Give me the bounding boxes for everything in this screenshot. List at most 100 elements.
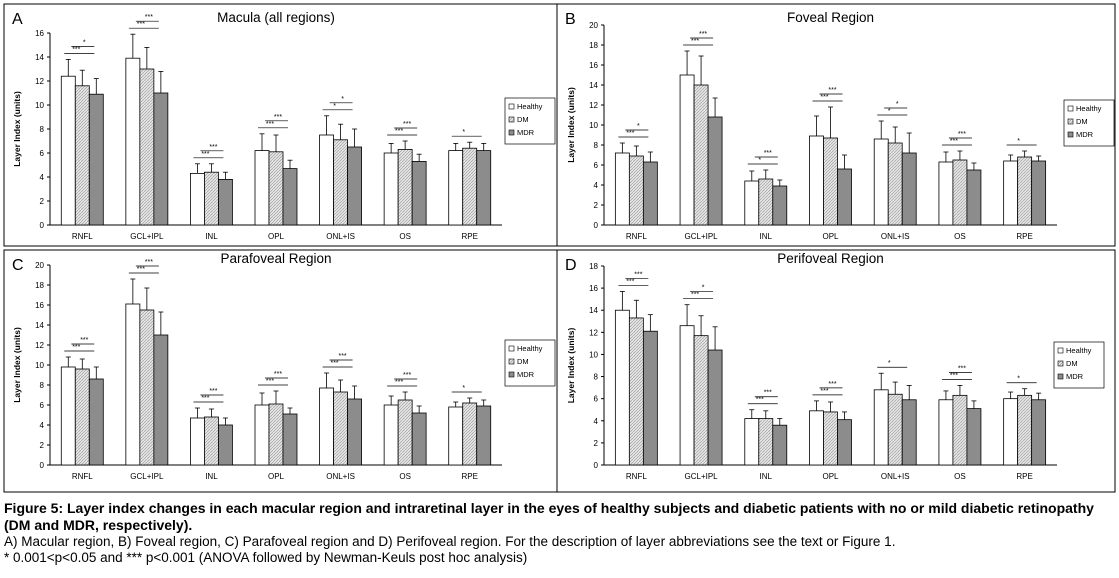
bar-healthy	[809, 135, 824, 226]
bar-mdr	[901, 152, 917, 226]
bar-mdr	[476, 405, 492, 466]
bar-dm	[139, 68, 155, 226]
bar-mdr	[88, 378, 104, 466]
x-tick-label: ONL+IS	[881, 472, 910, 481]
legend-label-dm: DM	[1066, 359, 1078, 368]
bar-healthy	[679, 325, 695, 466]
significance-label: ***	[145, 259, 153, 266]
y-tick-label: 4	[40, 421, 45, 430]
y-tick-label: 12	[589, 328, 598, 337]
bar-healthy	[744, 180, 760, 226]
significance-label: ***	[950, 372, 958, 379]
x-tick-label: ONL+IS	[326, 472, 355, 481]
bar-healthy	[383, 404, 399, 466]
x-tick-label: INL	[760, 472, 773, 481]
y-tick-label: 6	[40, 401, 45, 410]
bar-mdr	[707, 116, 723, 226]
panel-label: D	[565, 257, 577, 274]
significance-label: ***	[72, 46, 80, 53]
significance-label: *	[758, 157, 761, 164]
bar-dm	[887, 142, 903, 226]
x-tick-label: RNFL	[72, 472, 93, 481]
bar-healthy	[254, 150, 270, 226]
y-tick-label: 14	[35, 321, 44, 330]
bar-mdr	[1031, 399, 1047, 466]
bar-healthy	[190, 172, 205, 226]
bar-dm	[462, 147, 478, 226]
x-tick-label: ONL+IS	[326, 232, 355, 241]
bar-mdr	[476, 150, 492, 226]
significance-label: ***	[634, 271, 642, 278]
y-axis-label: Layer Index (units)	[12, 91, 22, 167]
bar-dm	[74, 85, 90, 226]
y-tick-label: 6	[594, 161, 599, 170]
bar-dm	[268, 151, 284, 226]
y-tick-label: 16	[589, 61, 598, 70]
legend-label-healthy: Healthy	[517, 102, 543, 111]
y-tick-label: 12	[35, 341, 44, 350]
legend-label-mdr: MDR	[1076, 130, 1094, 139]
significance-label: *	[888, 360, 891, 367]
panel-frame	[556, 3, 1116, 247]
bar-mdr	[218, 178, 233, 226]
legend-swatch-mdr	[508, 371, 515, 378]
y-tick-label: 18	[589, 41, 598, 50]
bar-dm	[397, 399, 413, 466]
significance-label: ***	[764, 150, 772, 157]
bar-healthy	[254, 404, 270, 466]
significance-label: *	[1017, 138, 1020, 145]
significance-label: ***	[274, 114, 282, 121]
bar-healthy	[448, 406, 464, 466]
y-tick-label: 12	[35, 77, 44, 86]
x-tick-label: RNFL	[626, 232, 647, 241]
significance-label: ***	[266, 121, 274, 128]
bar-healthy	[614, 152, 630, 226]
x-tick-label: OS	[954, 472, 966, 481]
bar-mdr	[966, 408, 982, 466]
bar-healthy	[1003, 160, 1019, 226]
y-tick-label: 2	[40, 441, 45, 450]
bar-dm	[1017, 156, 1033, 226]
x-tick-label: OS	[399, 472, 411, 481]
y-tick-label: 20	[35, 261, 44, 270]
legend-swatch-dm	[1057, 360, 1064, 367]
bar-mdr	[347, 398, 362, 466]
significance-label: ***	[820, 388, 828, 395]
bar-dm	[758, 178, 774, 226]
bar-healthy	[319, 134, 334, 226]
significance-label: ***	[691, 38, 699, 45]
significance-label: ***	[950, 138, 958, 145]
x-tick-label: ONL+IS	[881, 232, 910, 241]
legend-swatch-mdr	[508, 129, 515, 136]
bar-dm	[333, 139, 348, 226]
bar-healthy	[60, 366, 76, 466]
bar-mdr	[837, 168, 852, 226]
bar-mdr	[772, 424, 788, 466]
bar-mdr	[282, 168, 298, 226]
significance-label: ***	[209, 388, 217, 395]
bar-dm	[333, 391, 348, 466]
x-tick-label: GCL+IPL	[130, 232, 164, 241]
significance-label: ***	[756, 397, 764, 404]
significance-label: ***	[626, 130, 634, 137]
bar-healthy	[190, 417, 205, 466]
bar-mdr	[411, 412, 427, 466]
x-tick-label: GCL+IPL	[685, 472, 719, 481]
chart-title: Macula (all regions)	[217, 10, 335, 25]
bar-mdr	[642, 161, 658, 226]
y-axis-label: Layer Index (units)	[12, 327, 22, 403]
significance-label: ***	[395, 379, 403, 386]
significance-label: *	[1017, 376, 1020, 383]
bar-dm	[693, 335, 709, 466]
bar-mdr	[282, 413, 298, 466]
y-tick-label: 4	[594, 181, 599, 190]
bar-healthy	[873, 389, 889, 466]
y-tick-label: 0	[40, 461, 45, 470]
legend-swatch-dm	[508, 116, 515, 123]
significance-label: ***	[266, 378, 274, 385]
y-tick-label: 4	[594, 417, 599, 426]
significance-label: ***	[828, 381, 836, 388]
bar-mdr	[772, 185, 788, 226]
y-tick-label: 16	[35, 29, 44, 38]
x-tick-label: RPE	[461, 472, 477, 481]
